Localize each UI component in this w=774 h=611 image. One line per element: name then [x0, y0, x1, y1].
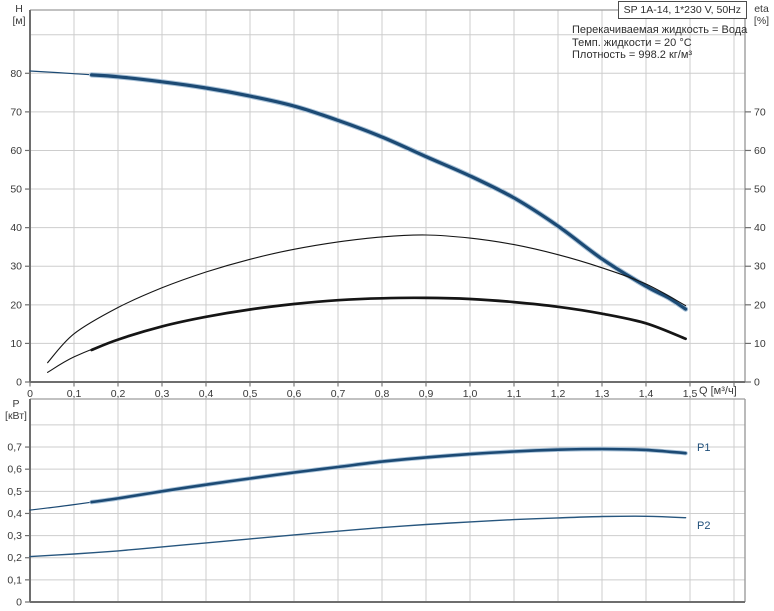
left-axis-tick-label: 0,5: [7, 486, 22, 498]
left-axis-tick-label: 0,6: [7, 464, 22, 476]
x-axis-tick-label: 0,3: [155, 388, 170, 400]
x-axis-tick-label: 0,7: [331, 388, 346, 400]
info-line-temp: Темп. жидкости = 20 °C: [572, 36, 692, 49]
x-axis-tick-label: 0,5: [243, 388, 258, 400]
curve-P1: [29, 448, 687, 511]
x-axis-tick-label: 0,4: [199, 388, 214, 400]
curve-halo-P1: [89, 446, 688, 505]
right-axis-tick-label: 40: [754, 222, 766, 234]
x-axis-tick-label: 1,2: [551, 388, 566, 400]
x-axis-tick-label: 1,4: [639, 388, 654, 400]
eta-axis-symbol: eta: [754, 3, 769, 15]
x-axis-tick-label: 1,0: [463, 388, 478, 400]
left-axis-tick-label: 0,7: [7, 442, 22, 454]
left-axis-tick-label: 40: [10, 222, 22, 234]
p-axis-symbol: P: [12, 398, 20, 410]
left-axis-tick-label: 0: [16, 597, 22, 609]
x-axis-tick-label: 0,1: [67, 388, 82, 400]
left-axis-tick-label: 70: [10, 106, 22, 118]
x-axis-tick-label: 1,3: [595, 388, 610, 400]
left-axis-tick-label: 50: [10, 184, 22, 196]
left-axis-tick-label: 0: [16, 377, 22, 389]
curve-P2: [29, 515, 687, 558]
curve-thick-P1: [90, 447, 687, 504]
eta-axis-unit: [%]: [753, 14, 770, 27]
right-axis-tick-label: 20: [754, 299, 766, 311]
left-axis-tick-label: 80: [10, 68, 22, 80]
x-axis-tick-label: 0,6: [287, 388, 302, 400]
left-axis-tick-label: 30: [10, 261, 22, 273]
right-axis-tick-label: 60: [754, 145, 766, 157]
x-axis-tick-label: 1,5: [683, 388, 698, 400]
left-axis-tick-label: 60: [10, 145, 22, 157]
x-axis-tick-label: 1,1: [507, 388, 522, 400]
right-axis-tick-label: 50: [754, 184, 766, 196]
series-label-p2: P2: [697, 520, 711, 532]
left-axis-tick-label: 0,4: [7, 508, 22, 520]
right-axis-tick-label: 0: [754, 377, 760, 389]
curve-H: [29, 70, 687, 310]
right-axis-tick-label: 70: [754, 106, 766, 118]
fluid-info-block: Перекачиваемая жидкость = Вода Темп. жид…: [572, 24, 747, 62]
p-axis-unit: [кВт]: [5, 409, 27, 422]
right-axis-tick-label: 10: [754, 338, 766, 350]
left-axis-tick-label: 0,2: [7, 552, 22, 564]
curve-eta-pump-motor: [47, 297, 687, 373]
h-axis-title: H [м]: [4, 3, 34, 27]
left-axis-tick-label: 0,1: [7, 574, 22, 586]
x-axis-tick-label: 0,9: [419, 388, 434, 400]
x-axis-tick-label: 0,2: [111, 388, 126, 400]
left-axis-tick-label: 0,3: [7, 530, 22, 542]
curve-thick-H: [90, 73, 688, 311]
p-axis-title: P [кВт]: [0, 398, 32, 422]
right-axis-tick-label: 30: [754, 261, 766, 273]
curve-halo-H: [89, 72, 689, 312]
h-axis-symbol: H: [15, 3, 23, 15]
q-axis-title: Q [м³/ч]: [699, 385, 737, 397]
info-line-fluid: Перекачиваемая жидкость = Вода: [572, 24, 748, 36]
left-axis-tick-label: 20: [10, 299, 22, 311]
x-axis-tick-label: 0: [27, 388, 33, 400]
eta-axis-title: eta [%]: [749, 3, 774, 27]
curve-thick-eta-pump-motor: [90, 296, 687, 352]
pump-model-box: SP 1A-14, 1*230 V, 50Hz: [617, 1, 747, 19]
h-axis-unit: [м]: [12, 14, 26, 27]
info-line-density: Плотность = 998.2 кг/м³: [572, 49, 693, 62]
curve-eta-pump: [47, 234, 687, 364]
series-label-p1: P1: [697, 442, 711, 454]
x-axis-tick-label: 0,8: [375, 388, 390, 400]
left-axis-tick-label: 10: [10, 338, 22, 350]
